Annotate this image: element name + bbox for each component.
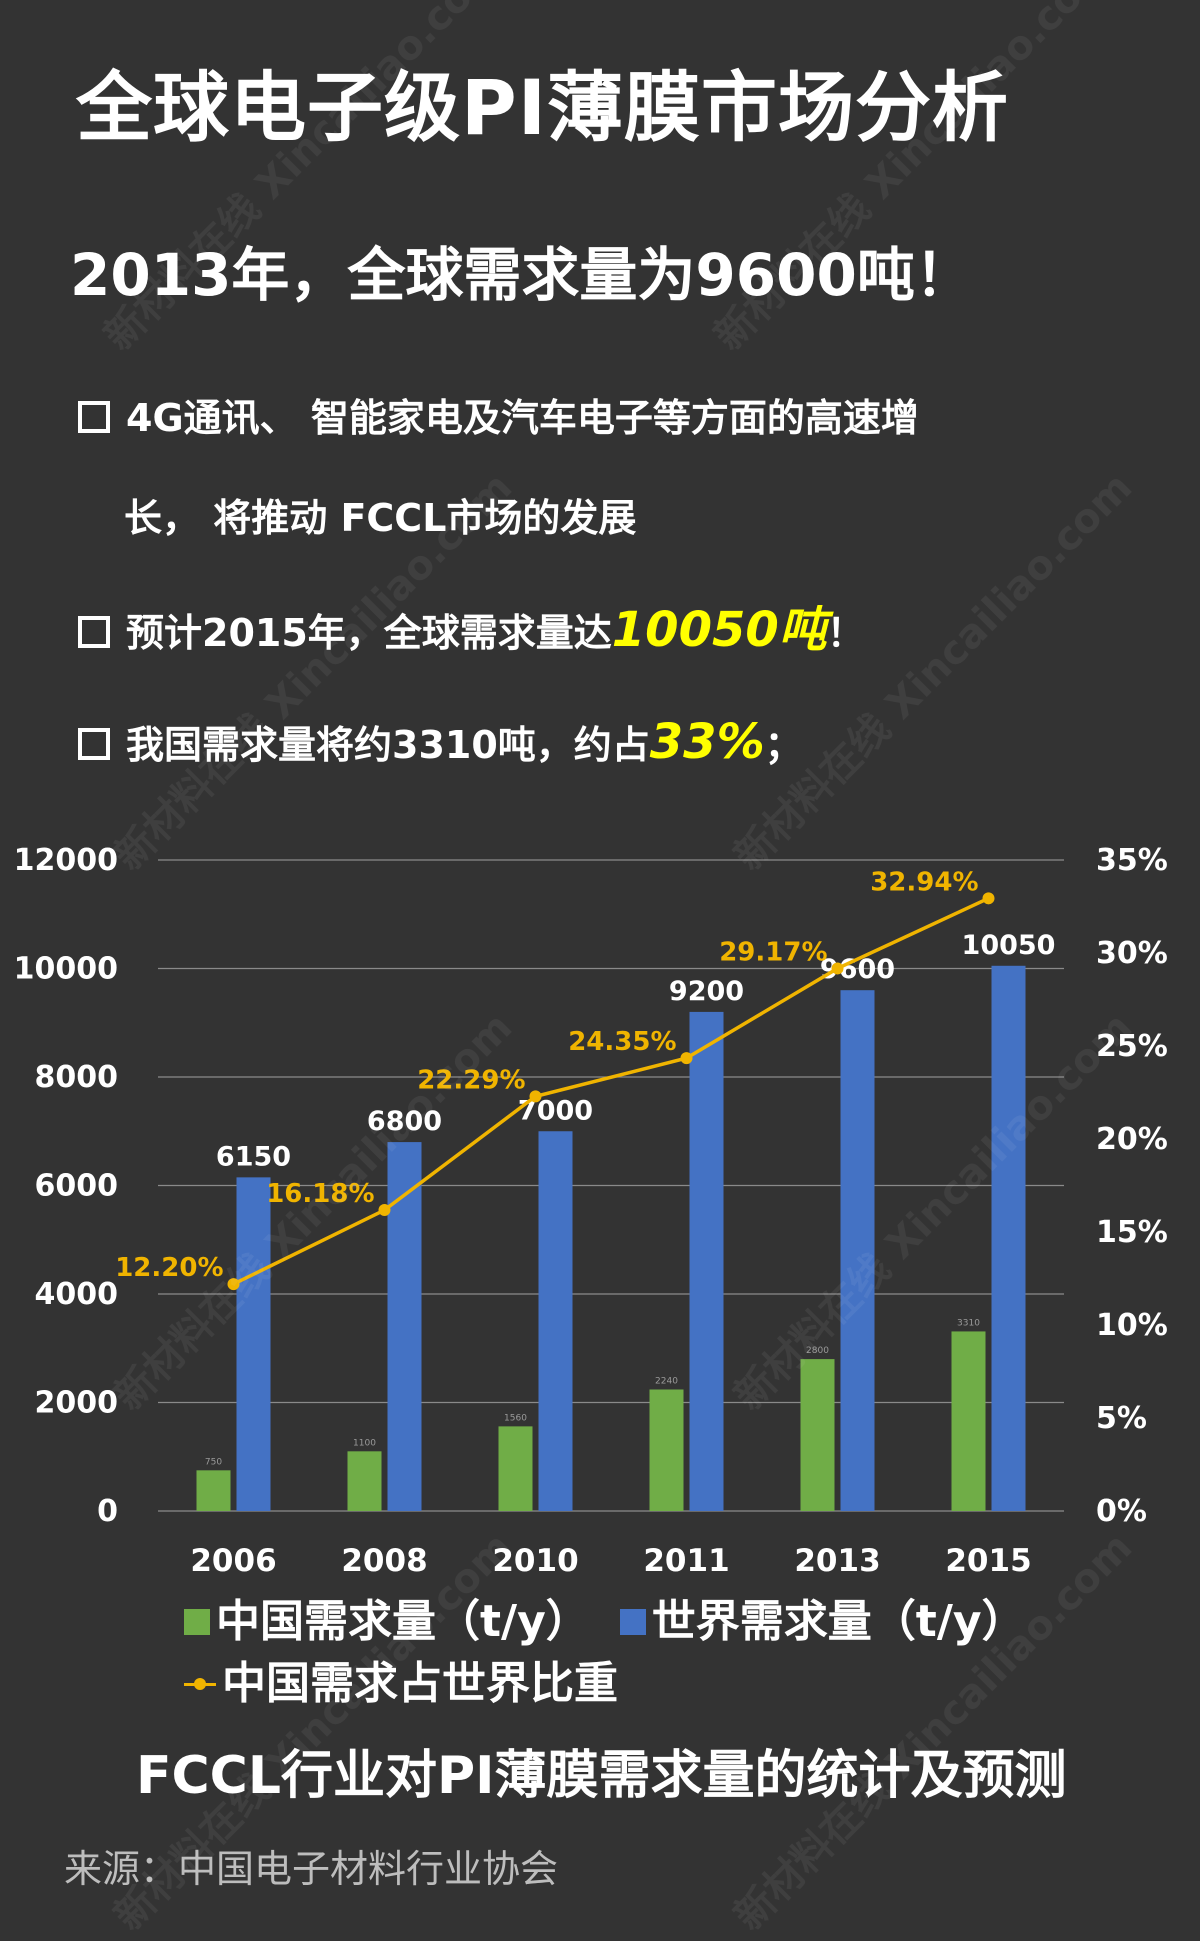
bar-world-label: 9200 bbox=[669, 976, 744, 1007]
bullet-text: 4G通讯、 智能家电及汽车电子等方面的高速增 bbox=[126, 396, 919, 440]
bar-china bbox=[196, 1470, 231, 1511]
bar-china bbox=[498, 1426, 533, 1511]
ratio-point bbox=[982, 892, 995, 905]
bar-world bbox=[387, 1142, 422, 1511]
bar-china-label: 2800 bbox=[806, 1346, 829, 1356]
bullet-punct: ！ bbox=[826, 611, 865, 655]
bar-world-label: 6150 bbox=[216, 1141, 291, 1172]
y-left-tick-label: 10000 bbox=[14, 952, 118, 987]
bar-world bbox=[538, 1131, 573, 1511]
y-right-tick-label: 20% bbox=[1096, 1122, 1168, 1157]
y-left-tick-label: 6000 bbox=[35, 1169, 119, 1204]
ratio-point bbox=[680, 1052, 693, 1065]
ratio-label: 32.94% bbox=[870, 867, 978, 897]
legend-china-swatch bbox=[184, 1609, 210, 1635]
bullet-text: 我国需求量将约3310吨，约占 bbox=[126, 723, 650, 767]
bullet-china-share: 我国需求量将约3310吨，约占33%； bbox=[78, 692, 1138, 795]
y-left-tick-label: 4000 bbox=[35, 1277, 119, 1312]
bar-china bbox=[649, 1389, 684, 1511]
source-note: 来源：中国电子材料行业协会 bbox=[64, 1847, 559, 1891]
x-tick-label: 2008 bbox=[341, 1543, 427, 1579]
y-right-tick-label: 30% bbox=[1096, 936, 1168, 971]
bar-china bbox=[951, 1331, 986, 1511]
bar-world-label: 6800 bbox=[367, 1106, 442, 1137]
y-right-tick-label: 15% bbox=[1096, 1215, 1168, 1250]
bar-world bbox=[236, 1177, 271, 1511]
ratio-point bbox=[378, 1204, 391, 1217]
bar-china-label: 1100 bbox=[353, 1438, 376, 1448]
bar-china-label: 2240 bbox=[655, 1376, 678, 1386]
y-right-tick-label: 10% bbox=[1096, 1308, 1168, 1343]
legend-china-label: 中国需求量（t/y） bbox=[216, 1596, 590, 1647]
y-left-tick-label: 0 bbox=[97, 1494, 118, 1529]
ratio-label: 29.17% bbox=[719, 937, 827, 967]
x-tick-label: 2011 bbox=[643, 1543, 729, 1579]
headline: 2013年，全球需求量为9600吨！ bbox=[70, 241, 973, 309]
page-title: 全球电子级PI薄膜市场分析 bbox=[76, 63, 1009, 152]
ratio-point bbox=[227, 1278, 240, 1291]
ratio-label: 24.35% bbox=[568, 1027, 676, 1057]
bar-world bbox=[689, 1011, 724, 1511]
bar-world-label: 10050 bbox=[962, 930, 1056, 961]
highlight-10050: 10050吨 bbox=[611, 602, 827, 658]
bar-china bbox=[800, 1359, 835, 1511]
highlight-33-percent: 33% bbox=[649, 714, 765, 770]
bar-china bbox=[347, 1451, 382, 1511]
bar-china-label: 3310 bbox=[957, 1318, 980, 1328]
y-left-tick-label: 2000 bbox=[35, 1386, 119, 1421]
bullet-text-continued: 长， 将推动 FCCL市场的发展 bbox=[124, 496, 637, 540]
bar-china-label: 750 bbox=[205, 1457, 222, 1467]
x-tick-label: 2006 bbox=[190, 1543, 276, 1579]
ratio-label: 12.20% bbox=[115, 1253, 223, 1283]
legend-ratio-label: 中国需求占世界比重 bbox=[222, 1658, 618, 1709]
checkbox-icon bbox=[78, 400, 110, 433]
y-right-tick-label: 5% bbox=[1096, 1401, 1147, 1436]
y-left-tick-label: 12000 bbox=[14, 843, 118, 878]
x-tick-label: 2010 bbox=[492, 1543, 578, 1579]
legend-world-label: 世界需求量（t/y） bbox=[651, 1596, 1026, 1647]
legend-row-1: 中国需求量（t/y） 世界需求量（t/y） bbox=[184, 1600, 1056, 1644]
bar-world bbox=[991, 965, 1026, 1511]
checkbox-icon bbox=[78, 615, 110, 648]
bullet-2015-forecast: 预计2015年，全球需求量达10050吨！ bbox=[78, 580, 1138, 683]
legend-row-2: 中国需求占世界比重 bbox=[184, 1662, 648, 1706]
x-tick-label: 2015 bbox=[945, 1543, 1031, 1579]
y-right-tick-label: 25% bbox=[1096, 1029, 1168, 1064]
legend-world: 世界需求量（t/y） bbox=[619, 1596, 1026, 1647]
legend-ratio: 中国需求占世界比重 bbox=[184, 1662, 618, 1706]
legend-china: 中国需求量（t/y） bbox=[184, 1600, 590, 1644]
ratio-label: 22.29% bbox=[417, 1065, 525, 1095]
bullet-punct: ； bbox=[764, 723, 803, 767]
checkbox-icon bbox=[78, 727, 110, 760]
y-left-tick-label: 8000 bbox=[35, 1060, 119, 1095]
ratio-point bbox=[831, 962, 844, 975]
legend-ratio-swatch bbox=[184, 1671, 216, 1697]
bullet-text: 预计2015年，全球需求量达 bbox=[126, 611, 612, 655]
bar-china-label: 1560 bbox=[504, 1413, 527, 1423]
demand-chart: 0 2000 4000 6000 8000 10000 12000 0% 5% 10% 15% 20%… bbox=[14, 843, 1168, 1579]
ratio-label: 16.18% bbox=[266, 1179, 374, 1209]
ratio-line bbox=[232, 896, 990, 1286]
bar-world bbox=[840, 990, 875, 1511]
y-right-tick-label: 35% bbox=[1096, 843, 1168, 878]
legend-world-swatch bbox=[619, 1609, 646, 1635]
chart-caption: FCCL行业对PI薄膜需求量的统计及预测 bbox=[136, 1746, 1067, 1806]
y-right-tick-label: 0% bbox=[1096, 1494, 1147, 1529]
ratio-point bbox=[529, 1090, 542, 1103]
x-tick-label: 2013 bbox=[794, 1543, 880, 1579]
bullet-4g: 4G通讯、 智能家电及汽车电子等方面的高速增 长， 将推动 FCCL市场的发展 bbox=[78, 368, 1138, 568]
